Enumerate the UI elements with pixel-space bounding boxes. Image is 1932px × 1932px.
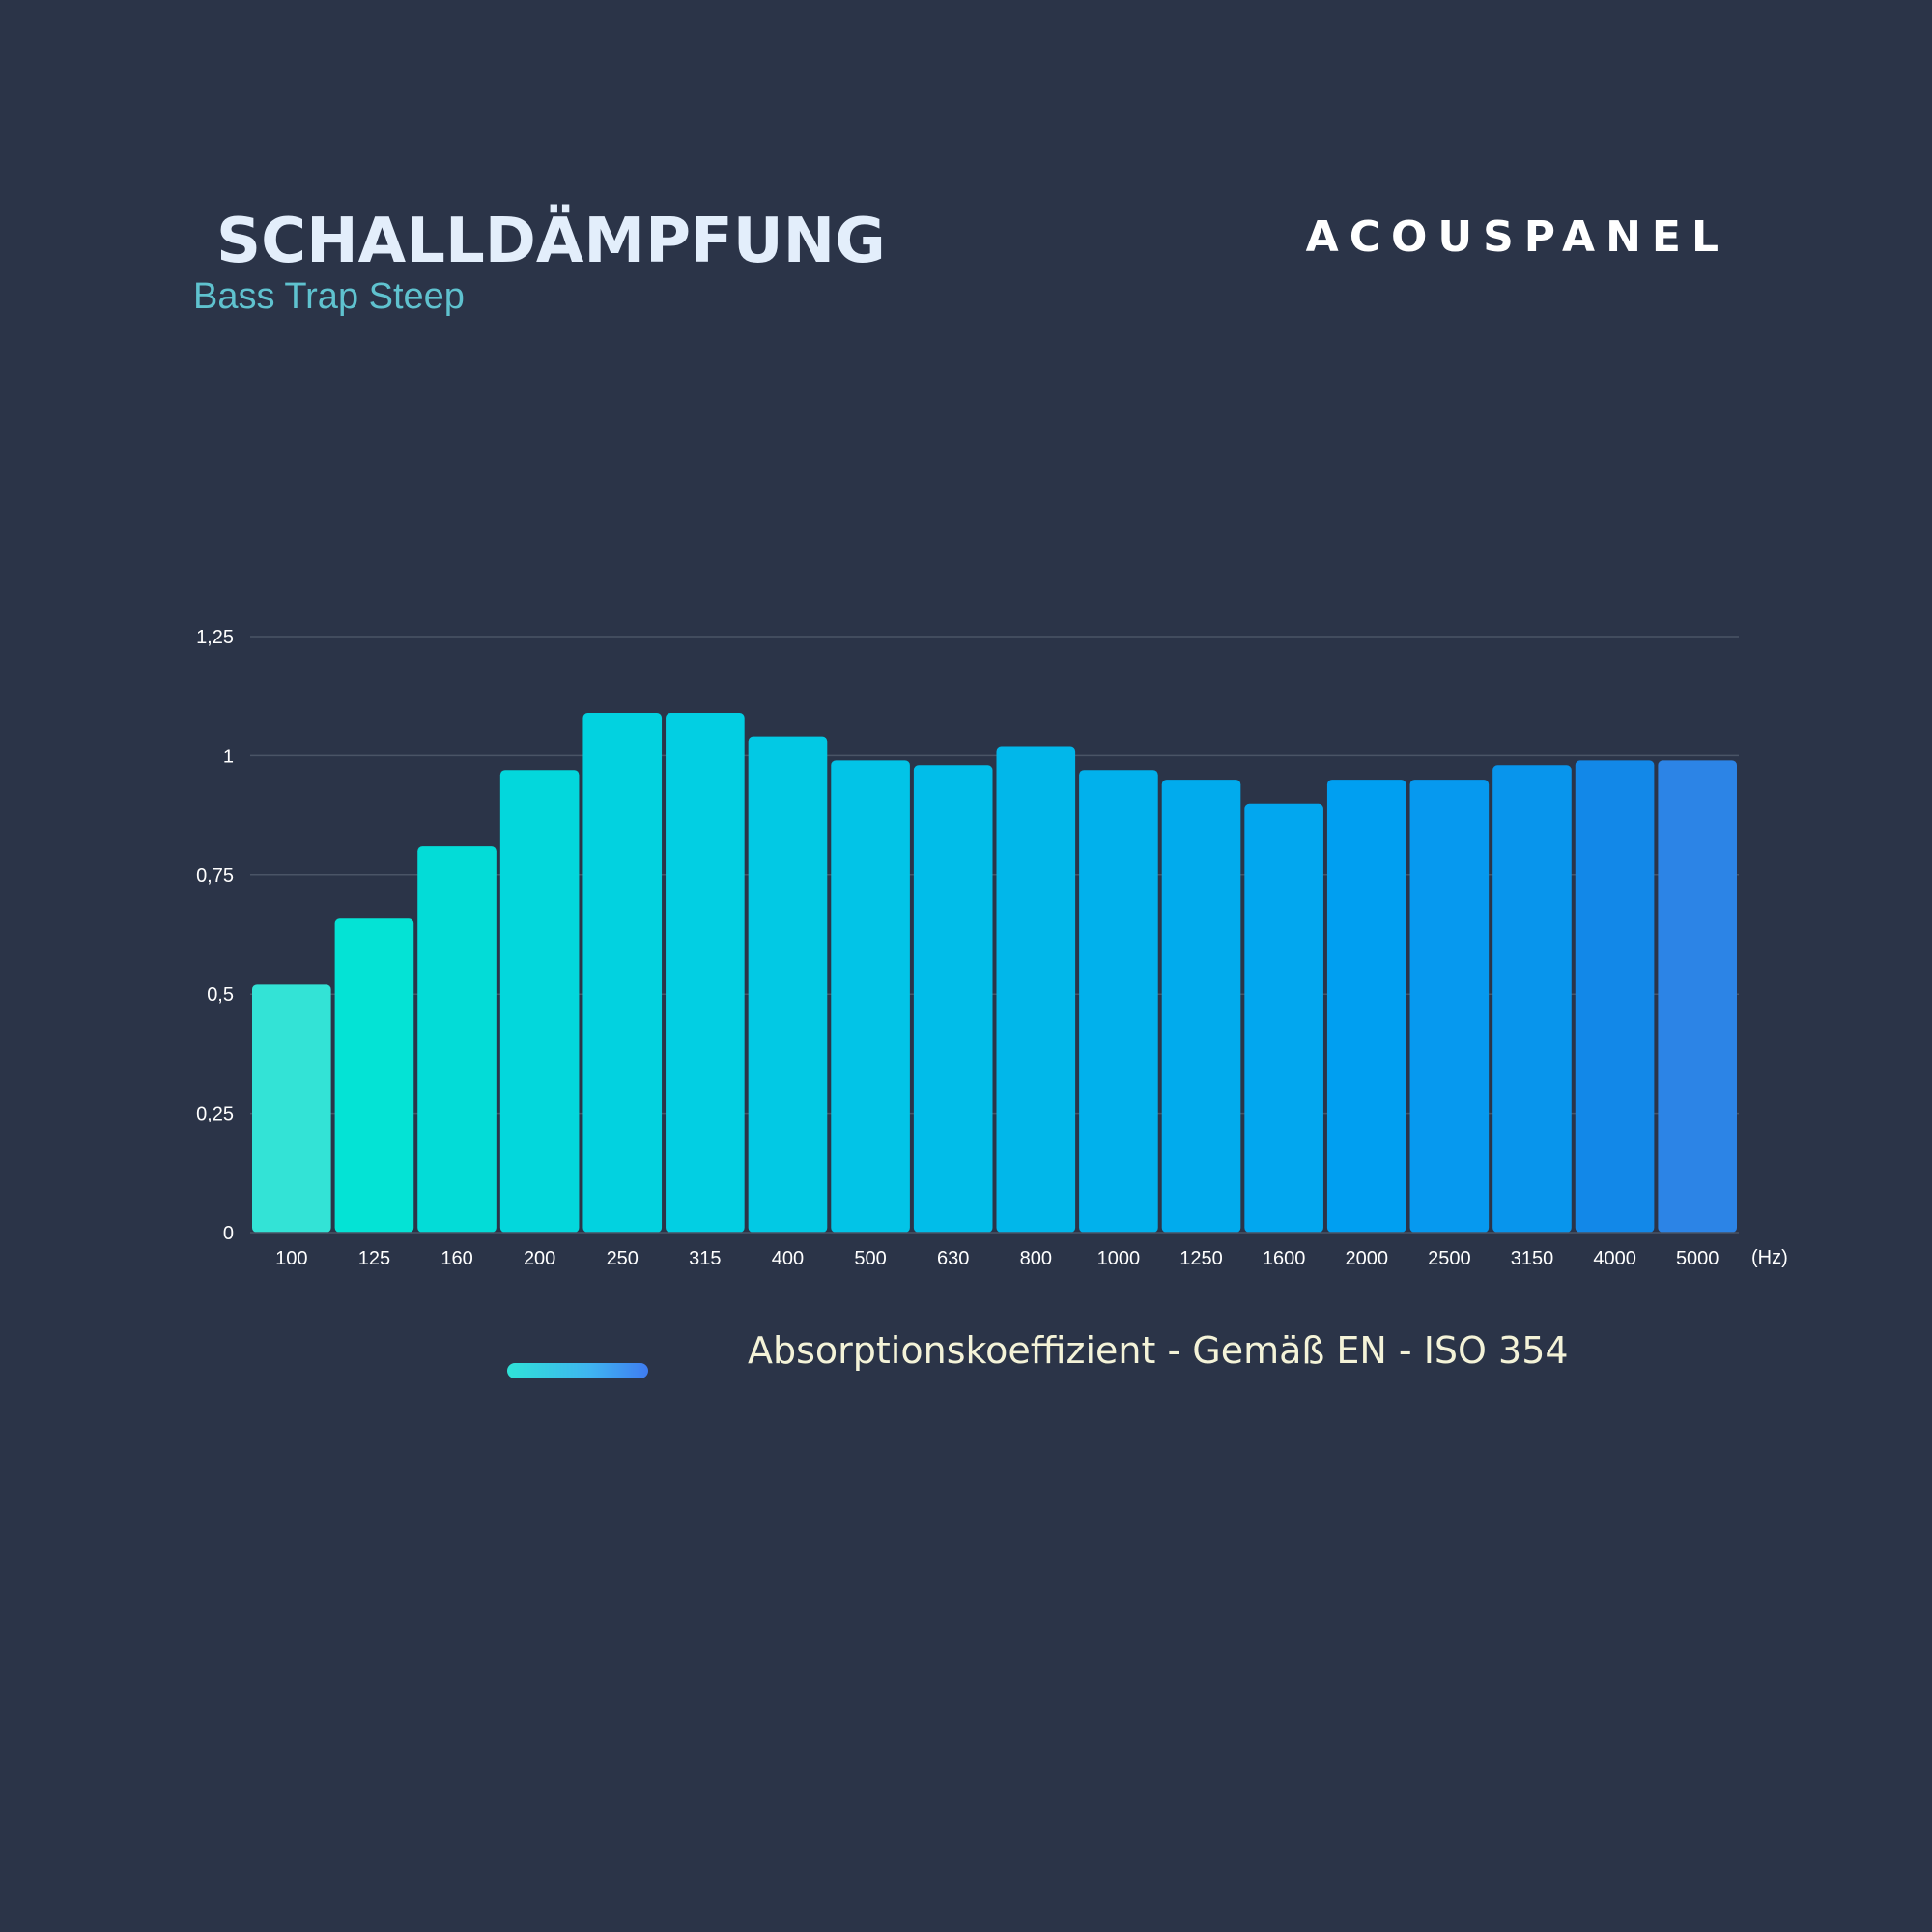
bar (252, 984, 331, 1233)
bar (996, 746, 1076, 1233)
bar (1326, 780, 1406, 1233)
brand-logo: ACOUSPANEL (1305, 213, 1729, 262)
x-tick-label: 1000 (1097, 1248, 1141, 1269)
legend-swatch (507, 1363, 648, 1378)
bar (831, 760, 910, 1233)
legend-label: Absorptionskoeffizient - Gemäß EN - ISO … (748, 1329, 1569, 1372)
x-tick-label: 630 (937, 1248, 969, 1269)
x-tick-label: 5000 (1676, 1248, 1719, 1269)
y-tick-label: 0,25 (196, 1104, 234, 1125)
x-tick-label: 200 (524, 1248, 555, 1269)
bar (417, 846, 497, 1233)
y-tick-label: 1 (223, 746, 234, 767)
bar (1079, 770, 1158, 1233)
x-tick-label: 100 (275, 1248, 307, 1269)
bar (1575, 760, 1655, 1233)
bar (913, 765, 993, 1233)
bar (1409, 780, 1490, 1233)
x-tick-label: 400 (772, 1248, 804, 1269)
x-tick-label: 250 (607, 1248, 639, 1269)
bar (582, 712, 663, 1233)
y-tick-label: 0,5 (207, 984, 234, 1006)
x-tick-label: 2500 (1428, 1248, 1471, 1269)
x-axis-unit: (Hz) (1751, 1247, 1788, 1268)
x-tick-label: 160 (440, 1248, 472, 1269)
bar (1244, 803, 1323, 1233)
page-subtitle: Bass Trap Steep (193, 276, 465, 317)
y-tick-label: 0,75 (196, 866, 234, 887)
y-tick-label: 0 (223, 1223, 234, 1244)
x-tick-label: 1600 (1263, 1248, 1306, 1269)
x-tick-label: 1250 (1179, 1248, 1223, 1269)
x-tick-label: 315 (689, 1248, 721, 1269)
x-tick-label: 125 (358, 1248, 390, 1269)
y-tick-label: 1,25 (196, 627, 234, 648)
bar (666, 712, 745, 1233)
x-tick-label: 800 (1020, 1248, 1052, 1269)
bar (1161, 780, 1241, 1233)
x-tick-label: 3150 (1511, 1248, 1554, 1269)
bar (1492, 765, 1572, 1233)
bar (334, 918, 414, 1233)
bar (748, 736, 828, 1233)
x-tick-label: 4000 (1593, 1248, 1636, 1269)
x-tick-label: 500 (854, 1248, 886, 1269)
x-tick-label: 2000 (1346, 1248, 1389, 1269)
page-title: SCHALLDÄMPFUNG (216, 206, 886, 277)
bar (1658, 760, 1737, 1233)
bar (499, 770, 580, 1233)
